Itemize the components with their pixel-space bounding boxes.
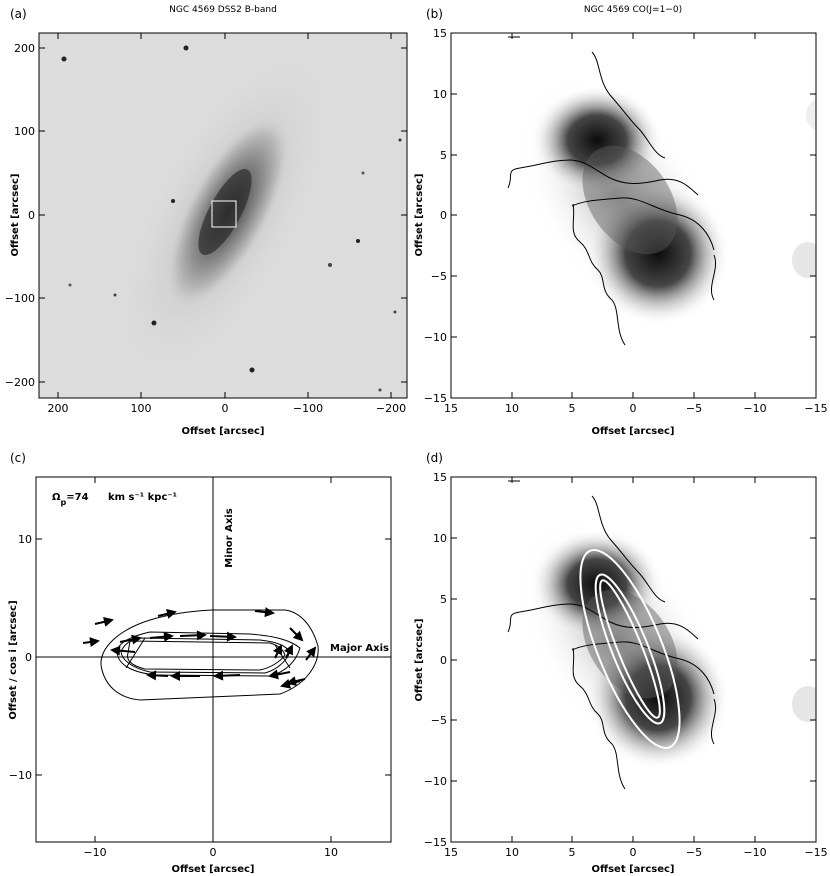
x-tick-label: 200 — [48, 402, 69, 415]
y-tick-label: 10 — [433, 88, 447, 101]
y-tick-label: −10 — [424, 331, 447, 344]
x-tick-label: −5 — [686, 402, 702, 415]
zoom-box — [211, 200, 237, 228]
panel-c-ylabel: Offset / cos i [arcsec] — [8, 600, 19, 719]
panel-d: (d) Offset [arcsec] Offset [arcsec] 15 10… — [414, 451, 828, 875]
x-tick-label: −10 — [83, 846, 106, 859]
x-tick-label: 0 — [630, 846, 637, 859]
panel-a-xlabel: Offset [arcsec] — [181, 426, 264, 437]
panel-b-xlabel: Offset [arcsec] — [591, 426, 674, 437]
x-tick-label: 5 — [569, 402, 576, 415]
y-tick-label: 0 — [25, 651, 32, 664]
x-tick-label: 0 — [222, 402, 229, 415]
y-tick-label: 5 — [440, 593, 447, 606]
panel-c-ticks: −10 0 10 10 0 −10 — [9, 477, 391, 859]
y-tick-label: −15 — [424, 836, 447, 849]
orbits — [100, 609, 319, 701]
x-tick-label: 15 — [444, 402, 458, 415]
y-tick-label: −5 — [431, 714, 447, 727]
y-tick-label: 0 — [440, 654, 447, 667]
x-tick-label: 0 — [630, 402, 637, 415]
y-tick-label: −200 — [5, 376, 35, 389]
panel-d-ylabel: Offset [arcsec] — [414, 618, 425, 701]
panel-d-xlabel: Offset [arcsec] — [591, 864, 674, 875]
x-tick-label: 10 — [505, 402, 519, 415]
x-tick-label: 100 — [131, 402, 152, 415]
panel-b-title: NGC 4569 CO(J=1−0) — [584, 5, 682, 15]
panel-a-title: NGC 4569 DSS2 B-band — [169, 5, 277, 15]
panel-b-image — [451, 33, 816, 398]
panel-a-ylabel: Offset [arcsec] — [10, 173, 21, 256]
y-tick-label: −10 — [9, 769, 32, 782]
panel-a-label: (a) — [10, 7, 27, 21]
y-tick-label: −100 — [5, 292, 35, 305]
x-tick-label: −5 — [686, 846, 702, 859]
major-axis-label: Major Axis — [330, 643, 389, 654]
x-tick-label: 0 — [210, 846, 217, 859]
y-tick-label: −15 — [424, 392, 447, 405]
x-tick-label: −15 — [804, 402, 827, 415]
y-tick-label: −5 — [431, 270, 447, 283]
omega-annotation: Ωp=74 — [52, 492, 89, 507]
panel-d-label: (d) — [426, 451, 443, 465]
panel-b-label: (b) — [426, 7, 443, 21]
y-tick-label: 15 — [433, 471, 447, 484]
y-tick-label: 200 — [14, 42, 35, 55]
y-tick-label: 10 — [18, 533, 32, 546]
y-tick-label: 100 — [14, 125, 35, 138]
x-tick-label: 5 — [569, 846, 576, 859]
y-tick-label: 5 — [440, 149, 447, 162]
x-tick-label: 15 — [444, 846, 458, 859]
panel-a-ticks: 200 100 0 −100 −200 200 100 0 −100 −200 — [5, 33, 407, 415]
omega-units: km s⁻¹ kpc⁻¹ — [108, 492, 177, 503]
velocity-arrows — [82, 607, 317, 689]
x-tick-label: −200 — [376, 402, 406, 415]
panel-c-label: (c) — [10, 451, 26, 465]
panel-d-image — [451, 477, 816, 842]
panel-a: (a) NGC 4569 DSS2 B-band Offset [arcsec]… — [5, 5, 408, 437]
panel-c-xlabel: Offset [arcsec] — [171, 864, 254, 875]
x-tick-label: 10 — [324, 846, 338, 859]
minor-axis-label: Minor Axis — [224, 508, 235, 567]
panel-a-image — [39, 33, 407, 398]
panel-b: (b) NGC 4569 CO(J=1−0) Offset [arcsec] O… — [414, 5, 828, 437]
panel-b-ylabel: Offset [arcsec] — [414, 173, 425, 256]
x-tick-label: −10 — [743, 846, 766, 859]
x-tick-label: −100 — [293, 402, 323, 415]
x-tick-label: −10 — [743, 402, 766, 415]
panel-c: (c) Ωp=74 km s⁻¹ kpc⁻¹ Minor Axis Major … — [8, 451, 392, 875]
y-tick-label: 0 — [28, 209, 35, 222]
y-tick-label: 10 — [433, 532, 447, 545]
y-tick-label: −10 — [424, 775, 447, 788]
model-contours — [579, 548, 681, 750]
x-tick-label: 10 — [505, 846, 519, 859]
y-tick-label: 15 — [433, 27, 447, 40]
x-tick-label: −15 — [804, 846, 827, 859]
y-tick-label: 0 — [440, 209, 447, 222]
